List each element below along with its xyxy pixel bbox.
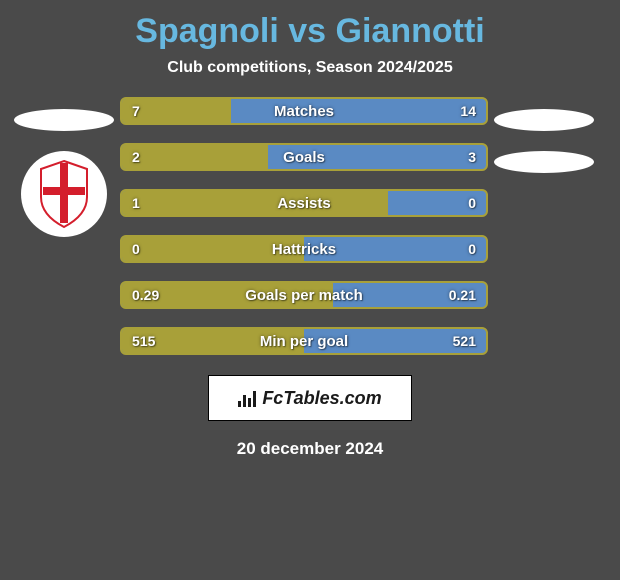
stat-label: Goals per match bbox=[122, 283, 486, 307]
comparison-content: 714Matches 23Goals 10Assists 00Hattricks 0.2… bbox=[0, 97, 620, 355]
fctables-logo: FcTables.com bbox=[208, 375, 412, 421]
left-player-badges bbox=[8, 97, 120, 355]
logo-text: FcTables.com bbox=[262, 388, 381, 409]
club-badge-left bbox=[21, 151, 107, 237]
club-badge-right-placeholder bbox=[494, 151, 594, 173]
stat-bar-row: 714Matches bbox=[120, 97, 488, 125]
bars-icon bbox=[238, 389, 258, 407]
stat-bar-row: 0.290.21Goals per match bbox=[120, 281, 488, 309]
right-player-badges bbox=[488, 97, 600, 355]
page-title: Spagnoli vs Giannotti bbox=[0, 0, 620, 59]
stat-label: Min per goal bbox=[122, 329, 486, 353]
stat-label: Hattricks bbox=[122, 237, 486, 261]
page-subtitle: Club competitions, Season 2024/2025 bbox=[0, 59, 620, 97]
player-photo-placeholder-left bbox=[14, 109, 114, 131]
stat-bar-row: 00Hattricks bbox=[120, 235, 488, 263]
shield-icon bbox=[27, 157, 101, 231]
stat-label: Goals bbox=[122, 145, 486, 169]
stat-bar-row: 515521Min per goal bbox=[120, 327, 488, 355]
footer-date: 20 december 2024 bbox=[0, 439, 620, 459]
stat-label: Matches bbox=[122, 99, 486, 123]
stat-bar-row: 10Assists bbox=[120, 189, 488, 217]
stat-bars-container: 714Matches 23Goals 10Assists 00Hattricks 0.2… bbox=[120, 97, 488, 355]
player-photo-placeholder-right bbox=[494, 109, 594, 131]
stat-bar-row: 23Goals bbox=[120, 143, 488, 171]
stat-label: Assists bbox=[122, 191, 486, 215]
